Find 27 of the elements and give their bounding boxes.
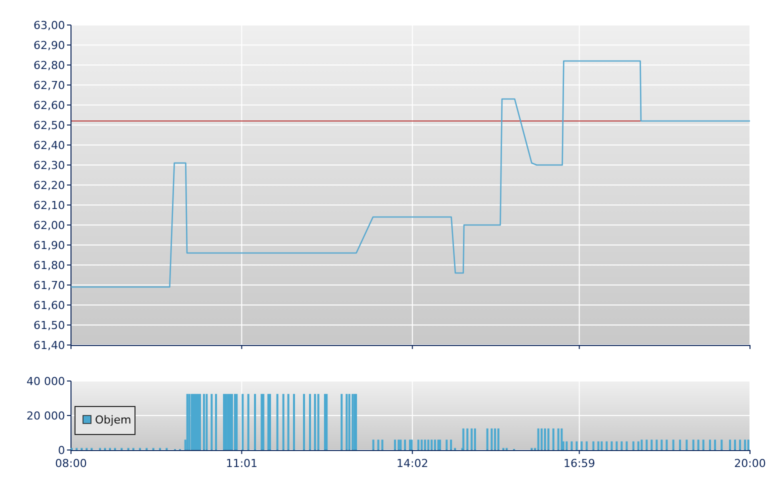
x-tick-label: 14:02: [396, 457, 428, 470]
y-tick-label: 62,70: [34, 78, 65, 92]
y-tick-label: 61,40: [34, 338, 65, 352]
y-tick-label: 62,10: [34, 198, 65, 212]
x-tick-label: 11:01: [226, 457, 258, 470]
y-tick-label: 61,80: [34, 258, 65, 272]
y-tick-label: 62,30: [34, 158, 65, 172]
y-tick-label: 61,70: [34, 278, 65, 292]
x-tick-label: 08:00: [55, 457, 87, 470]
y-tick-label: 62,50: [34, 118, 65, 132]
y-tick-label: 62,00: [34, 218, 65, 232]
y-tick-label: 61,50: [34, 318, 65, 332]
x-tick-label: 16:59: [563, 457, 596, 470]
y-tick-label: 62,80: [34, 58, 65, 72]
y-tick-label: 61,60: [34, 298, 65, 312]
x-tick-label: 20:00: [734, 457, 766, 470]
y-tick-label: 62,90: [34, 38, 65, 52]
y-tick-label: 20 000: [26, 409, 65, 422]
y-tick-label: 40 000: [26, 374, 65, 388]
y-tick-label: 61,90: [34, 238, 65, 252]
y-tick-label: 63,00: [34, 18, 65, 32]
y-tick-label: 62,60: [34, 98, 65, 112]
series-label: Objem: [95, 414, 132, 426]
y-tick-label: 62,20: [34, 178, 65, 192]
y-tick-label: 0: [58, 444, 65, 457]
y-tick-label: 62,40: [34, 138, 65, 152]
legend: Objem: [74, 406, 136, 435]
